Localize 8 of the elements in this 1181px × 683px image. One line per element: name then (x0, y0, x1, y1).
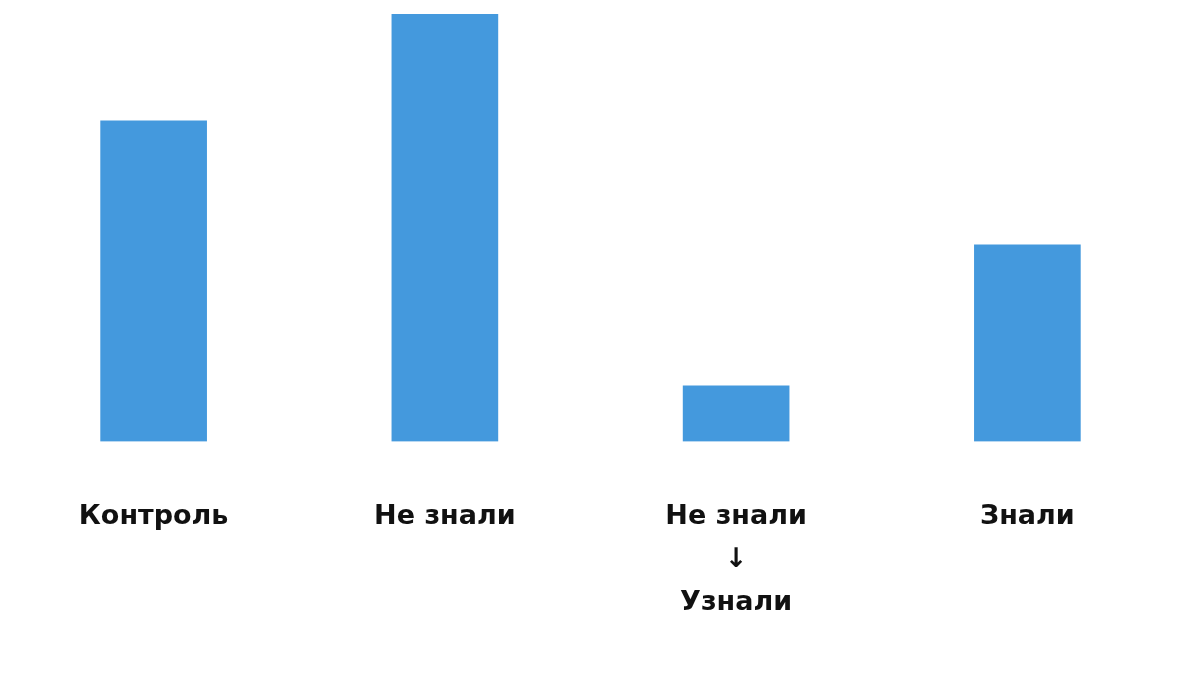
x-tick-label: Контроль (78, 499, 229, 531)
bar (974, 244, 1081, 442)
bar (100, 120, 207, 442)
x-tick-label: Знали (979, 499, 1075, 531)
bar (682, 385, 790, 442)
bar (391, 14, 499, 442)
x-tick-label: Не знали (374, 499, 516, 531)
x-tick-label: Не знали ↓ Узнали (665, 499, 807, 617)
